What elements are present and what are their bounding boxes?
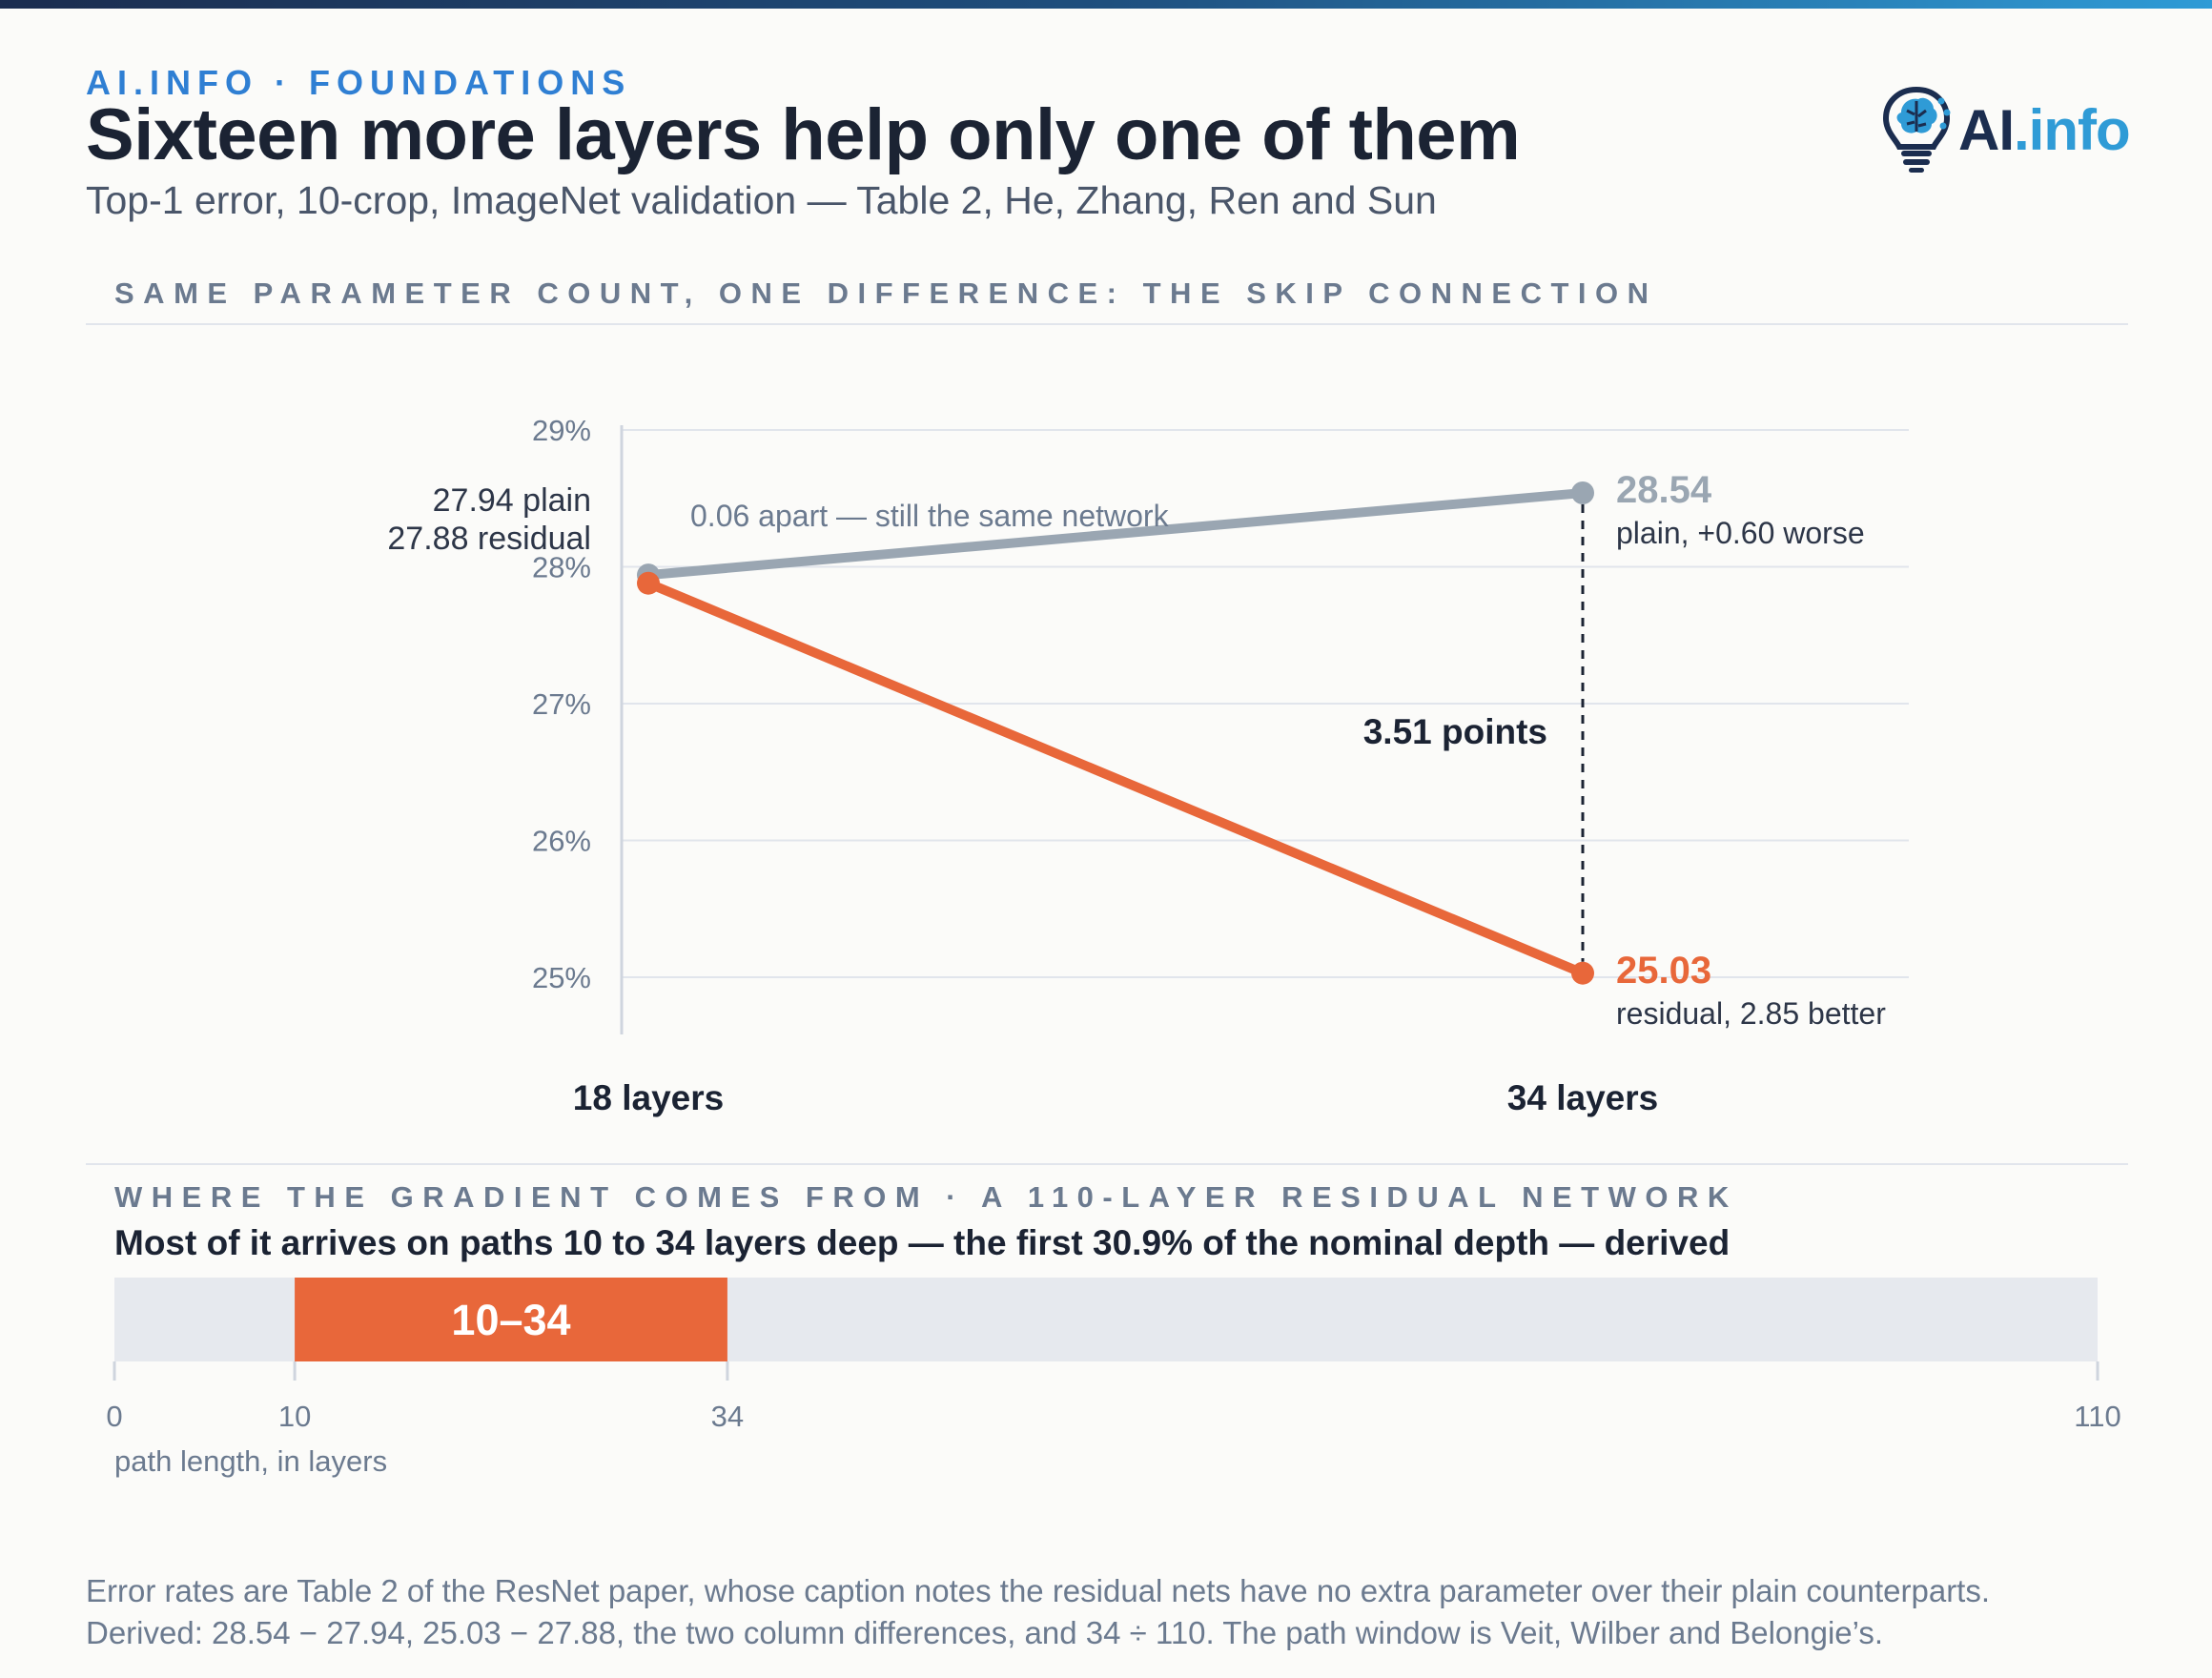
start-label-residual: 27.88 residual (387, 521, 591, 557)
point-residual (637, 571, 660, 595)
x-category-label: 34 layers (1507, 1078, 1658, 1117)
series-line-plain (644, 488, 1587, 581)
section2-label: WHERE THE GRADIENT COMES FROM · A 110-LA… (114, 1180, 1738, 1214)
brand-wordmark: AI.info (1958, 97, 2131, 163)
y-tick-label: 26% (532, 825, 591, 858)
error-line-chart: 25% 26% 27% 28% 29% 18 layers 34 layers 27.94 p… (387, 414, 1909, 1117)
y-tick-label: 29% (532, 414, 591, 447)
gap-annotation: 0.06 apart — still the same network (690, 499, 1170, 533)
depth-tick-label: 34 (711, 1400, 744, 1433)
section2-divider (86, 1163, 2128, 1165)
path-axis-caption: path length, in layers (114, 1444, 388, 1478)
difference-label: 3.51 points (1363, 712, 1547, 751)
lightbulb-brain-icon (1882, 86, 1951, 173)
section1-divider (86, 323, 2128, 325)
brand-ai: AI (1958, 97, 2015, 162)
kicker: AI.INFO · FOUNDATIONS (86, 63, 632, 102)
section1-label: SAME PARAMETER COUNT, ONE DIFFERENCE: TH… (114, 276, 1658, 310)
plain-end-note: plain, +0.60 worse (1616, 516, 1865, 550)
point-plain (1571, 481, 1594, 505)
brand-logo: AI.info (1880, 84, 2131, 175)
page-title: Sixteen more layers help only one of the… (86, 94, 1521, 175)
series-line-residual (644, 578, 1587, 978)
page-subtitle: Top-1 error, 10-crop, ImageNet validatio… (86, 178, 1437, 222)
depth-tick-label: 10 (278, 1400, 311, 1433)
depth-tick-label: 110 (2074, 1400, 2120, 1433)
y-tick-label: 28% (532, 551, 591, 584)
residual-end-note: residual, 2.85 better (1616, 996, 1886, 1031)
highlight-label: 10–34 (451, 1296, 570, 1344)
brand-info: .info (2014, 97, 2131, 162)
footnote-line-2: Derived: 28.54 − 27.94, 25.03 − 27.88, t… (86, 1615, 1884, 1650)
top-accent-bar (0, 0, 2212, 9)
point-residual (1571, 961, 1594, 985)
footnote-line-1: Error rates are Table 2 of the ResNet pa… (86, 1573, 1991, 1608)
x-category-label: 18 layers (573, 1078, 724, 1117)
path-depth-bar: 10–34 0 10 34 110 (106, 1278, 2121, 1433)
section2-title: Most of it arrives on paths 10 to 34 lay… (114, 1223, 1731, 1262)
residual-end-value: 25.03 (1616, 950, 1711, 992)
depth-tick-label: 0 (106, 1400, 122, 1433)
highlight-window (295, 1278, 727, 1361)
y-tick-label: 27% (532, 687, 591, 721)
start-label-plain: 27.94 plain (433, 482, 591, 519)
plain-end-value: 28.54 (1616, 469, 1712, 511)
y-tick-label: 25% (532, 961, 591, 994)
